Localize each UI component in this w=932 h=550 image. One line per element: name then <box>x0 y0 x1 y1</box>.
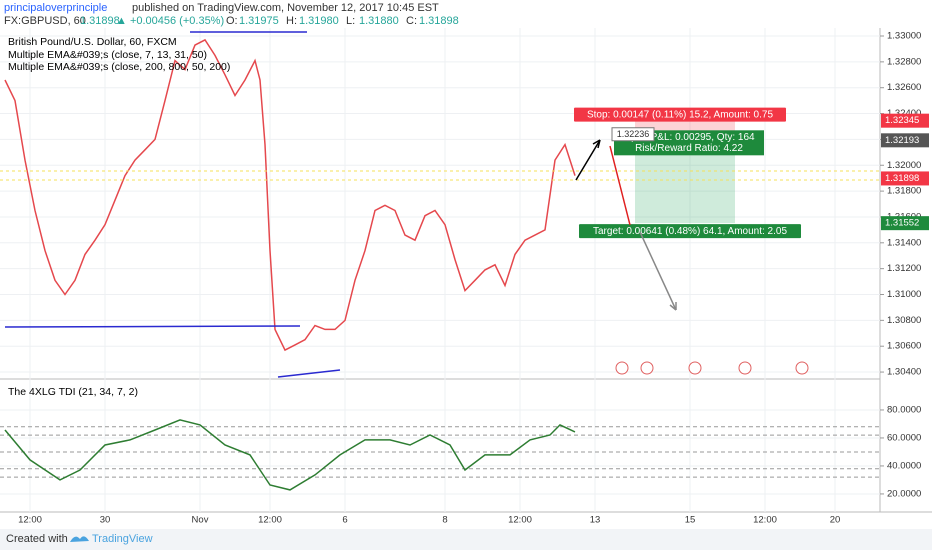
indicator-legend: Multiple EMA&#039;s (close, 7, 13, 31, 5… <box>8 49 207 61</box>
y-tick-label: 1.30600 <box>887 341 921 352</box>
x-tick-label: 30 <box>100 515 111 526</box>
y-tick-label: 1.32600 <box>887 82 921 93</box>
x-tick-label: 8 <box>442 515 447 526</box>
change: ▲ +0.00456 (+0.35%) <box>116 15 224 27</box>
stop-label-box <box>574 107 786 122</box>
y-tick-label: 1.32000 <box>887 160 921 171</box>
footer <box>0 529 932 550</box>
y-tick-label: 1.32800 <box>887 56 921 67</box>
last-price-label: 1.31898 <box>885 173 919 184</box>
target-label: Target: 0.00641 (0.48%) 64.1, Amount: 2.… <box>593 226 787 237</box>
x-tick-label: 12:00 <box>508 515 532 526</box>
ohlc-value: 1.31880 <box>359 15 399 27</box>
author[interactable]: principaloverprinciple <box>4 2 107 14</box>
y-tick-label: 1.30400 <box>887 367 921 378</box>
data-line <box>4 419 576 491</box>
support-line <box>4 325 301 328</box>
ohlc-value: 1.31975 <box>239 15 279 27</box>
event-icon[interactable] <box>688 361 702 375</box>
ohlc-key: H: <box>286 15 297 27</box>
marker-label: 1.32236 <box>617 129 650 139</box>
ohlc-key: O: <box>226 15 238 27</box>
arrow-up <box>575 139 601 181</box>
stop-label: Stop: 0.00147 (0.11%) 15.2, Amount: 0.75 <box>587 109 773 120</box>
target-price-box <box>881 216 929 231</box>
target-price: 1.31552 <box>885 218 919 229</box>
event-icon[interactable] <box>738 361 752 375</box>
logo <box>70 536 89 542</box>
y-tick-label: 1.31000 <box>887 289 921 300</box>
data-line <box>4 38 576 352</box>
x-tick-label: 20 <box>830 515 841 526</box>
x-tick-label: Nov <box>192 515 209 526</box>
stop-price: 1.32345 <box>885 115 919 126</box>
event-icons <box>615 361 809 375</box>
entry-price-box <box>881 133 929 148</box>
y-tick-label: 60.0000 <box>887 432 921 443</box>
pane-title: British Pound/U.S. Dollar, 60, FXCM <box>8 36 177 48</box>
x-tick-label: 15 <box>685 515 696 526</box>
stop-price-box <box>881 113 929 128</box>
ohlc-value: 1.31898 <box>419 15 459 27</box>
arrow-head <box>669 302 677 311</box>
y-tick-label: 1.33000 <box>887 31 921 42</box>
y-tick-label: 40.0000 <box>887 460 921 471</box>
y-tick-label: 1.30800 <box>887 315 921 326</box>
ohlc-value: 1.31980 <box>299 15 339 27</box>
rr-label: Risk/Reward Ratio: 4.22 <box>635 143 743 154</box>
indicator-legend: Multiple EMA&#039;s (close, 200, 800, 50… <box>8 61 230 73</box>
entry-price: 1.32193 <box>885 135 919 146</box>
ohlc-key: C: <box>406 15 417 27</box>
x-tick-label: 12:00 <box>258 515 282 526</box>
ohlc-key: L: <box>346 15 355 27</box>
footer-text: Created with <box>6 533 68 545</box>
event-icon[interactable] <box>795 361 809 375</box>
target-label-box <box>579 224 801 239</box>
x-tick-label: 12:00 <box>18 515 42 526</box>
symbol: FX:GBPUSD, 60 <box>4 15 86 27</box>
indicator-pane: 20.0000 40.0000 60.0000 80.0000 <box>0 404 921 499</box>
y-tick-label: 20.0000 <box>887 488 921 499</box>
last-price: 1.31898 <box>80 15 120 27</box>
trend-line <box>277 369 341 378</box>
event-icon[interactable] <box>615 361 629 375</box>
y-tick-label: 1.31200 <box>887 263 921 274</box>
marker-box <box>611 127 655 142</box>
y-tick-label: 80.0000 <box>887 404 921 415</box>
pane-title: The 4XLG TDI (21, 34, 7, 2) <box>8 386 138 398</box>
x-tick-label: 6 <box>342 515 347 526</box>
price-pane: 1.30400 1.30600 1.30800 1.31000 1.31200 1.314… <box>0 28 921 512</box>
arrow-down <box>609 145 631 226</box>
x-tick-label: 13 <box>590 515 601 526</box>
published: published on TradingView.com, November 1… <box>132 2 439 14</box>
footer-brand[interactable]: TradingView <box>92 533 153 545</box>
y-tick-label: 1.31400 <box>887 237 921 248</box>
y-tick-label: 1.31800 <box>887 186 921 197</box>
event-icon[interactable] <box>640 361 654 375</box>
ohlc: O: 1.31975 H: 1.31980 L: 1.31880 C: 1.31898 <box>226 15 459 27</box>
y-tick-label: 1.32400 <box>887 108 921 119</box>
pnl-label: Open P&L: 0.00295, Qty: 164 <box>623 132 755 143</box>
arrow-projection <box>639 231 677 311</box>
arrow-head <box>592 139 601 149</box>
last-price-label-box <box>881 171 929 186</box>
x-tick-label: 12:00 <box>753 515 777 526</box>
